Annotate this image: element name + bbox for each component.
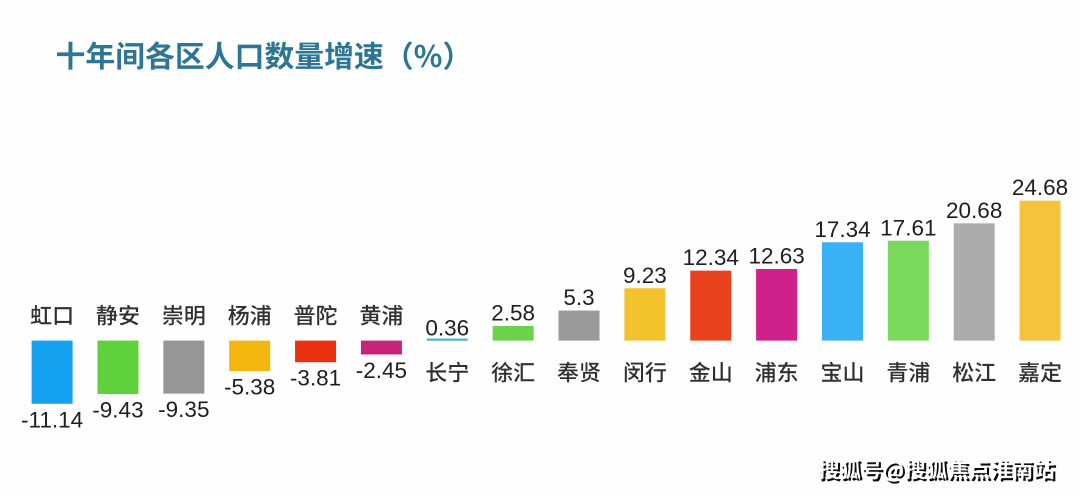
svg-text:-5.38: -5.38 (224, 375, 275, 400)
svg-text:17.61: 17.61 (880, 215, 936, 240)
svg-text:20.68: 20.68 (946, 198, 1002, 223)
svg-text:5.3: 5.3 (563, 285, 594, 310)
svg-text:9.23: 9.23 (623, 263, 667, 288)
svg-text:-2.45: -2.45 (356, 358, 407, 383)
svg-text:-11.14: -11.14 (21, 407, 83, 432)
svg-text:17.34: 17.34 (814, 217, 870, 242)
svg-text:-9.35: -9.35 (158, 397, 209, 422)
svg-text:12.34: 12.34 (683, 245, 739, 270)
svg-text:24.68: 24.68 (1012, 175, 1068, 200)
svg-text:2.58: 2.58 (491, 300, 535, 325)
svg-text:12.63: 12.63 (748, 243, 804, 268)
svg-text:-3.81: -3.81 (290, 366, 341, 391)
svg-text:-9.43: -9.43 (92, 398, 143, 423)
svg-text:0.36: 0.36 (425, 316, 469, 341)
